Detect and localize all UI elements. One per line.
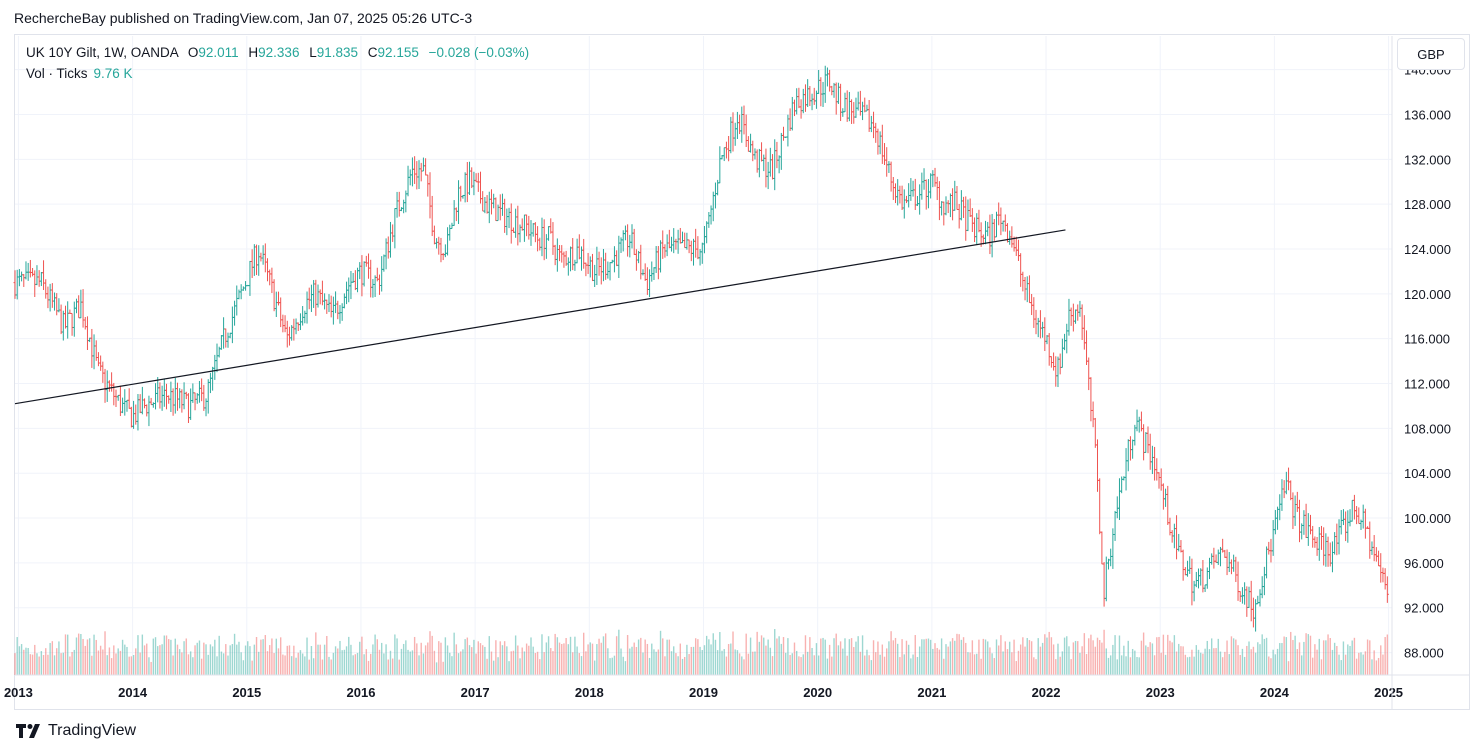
close-label: C xyxy=(367,45,378,60)
publish-caption: RechercheBay published on TradingView.co… xyxy=(14,10,473,26)
ohlc-legend: UK 10Y Gilt, 1W, OANDA O92.011 H92.336 L… xyxy=(26,45,529,60)
y-tick-label: 120.000 xyxy=(1404,287,1451,302)
chart-frame xyxy=(14,34,1470,710)
high-label: H xyxy=(248,45,259,60)
close-value: 92.155 xyxy=(377,45,419,60)
x-tick-label: 2023 xyxy=(1146,685,1175,700)
x-tick-label: 2016 xyxy=(347,685,376,700)
y-tick-label: 92.000 xyxy=(1404,601,1444,616)
y-tick-label: 108.000 xyxy=(1404,421,1451,436)
trendline-segment xyxy=(14,229,1066,405)
open-value: 92.011 xyxy=(198,45,239,60)
volume-value: 9.76 K xyxy=(93,66,133,81)
y-tick-label: 124.000 xyxy=(1404,242,1451,257)
x-tick-label: 2021 xyxy=(917,685,946,700)
x-tick-label: 2019 xyxy=(689,685,718,700)
high-value: 92.336 xyxy=(258,45,300,60)
y-tick-label: 104.000 xyxy=(1404,466,1451,481)
y-tick-label: 116.000 xyxy=(1404,332,1450,347)
volume-bars xyxy=(14,629,1389,675)
x-tick-label: 2024 xyxy=(1260,685,1290,700)
currency-button[interactable]: GBP xyxy=(1397,38,1465,70)
x-tick-label: 2015 xyxy=(232,685,261,700)
price-bars xyxy=(13,65,1389,632)
tradingview-logo-icon xyxy=(16,724,40,738)
x-tick-label: 2018 xyxy=(575,685,604,700)
brand-logo[interactable]: TradingView xyxy=(16,722,136,740)
symbol-label: UK 10Y Gilt, 1W, OANDA xyxy=(26,45,179,60)
low-value: 91.835 xyxy=(316,45,359,60)
y-tick-label: 132.000 xyxy=(1404,152,1451,167)
y-tick-label: 136.000 xyxy=(1404,107,1451,122)
open-label: O xyxy=(187,45,199,60)
change-value: −0.028 (−0.03%) xyxy=(428,45,530,60)
trendline xyxy=(14,229,1066,405)
x-tick-label: 2025 xyxy=(1374,685,1403,700)
low-label: L xyxy=(309,45,317,60)
x-tick-label: 2014 xyxy=(118,685,148,700)
x-tick-label: 2022 xyxy=(1032,685,1061,700)
y-tick-label: 88.000 xyxy=(1404,646,1444,661)
x-tick-label: 2013 xyxy=(4,685,33,700)
volume-label: Vol · Ticks xyxy=(26,66,88,81)
x-tick-label: 2017 xyxy=(461,685,490,700)
x-tick-label: 2020 xyxy=(803,685,832,700)
brand-name: TradingView xyxy=(48,722,137,739)
volume-legend: Vol · Ticks 9.76 K xyxy=(26,66,133,81)
y-tick-label: 112.000 xyxy=(1404,377,1450,392)
y-tick-label: 100.000 xyxy=(1404,511,1451,526)
axes: 140.000136.000132.000128.000124.000120.0… xyxy=(4,36,1470,710)
y-tick-label: 96.000 xyxy=(1404,556,1444,571)
grid-lines xyxy=(15,36,1392,675)
y-tick-label: 128.000 xyxy=(1404,197,1451,212)
